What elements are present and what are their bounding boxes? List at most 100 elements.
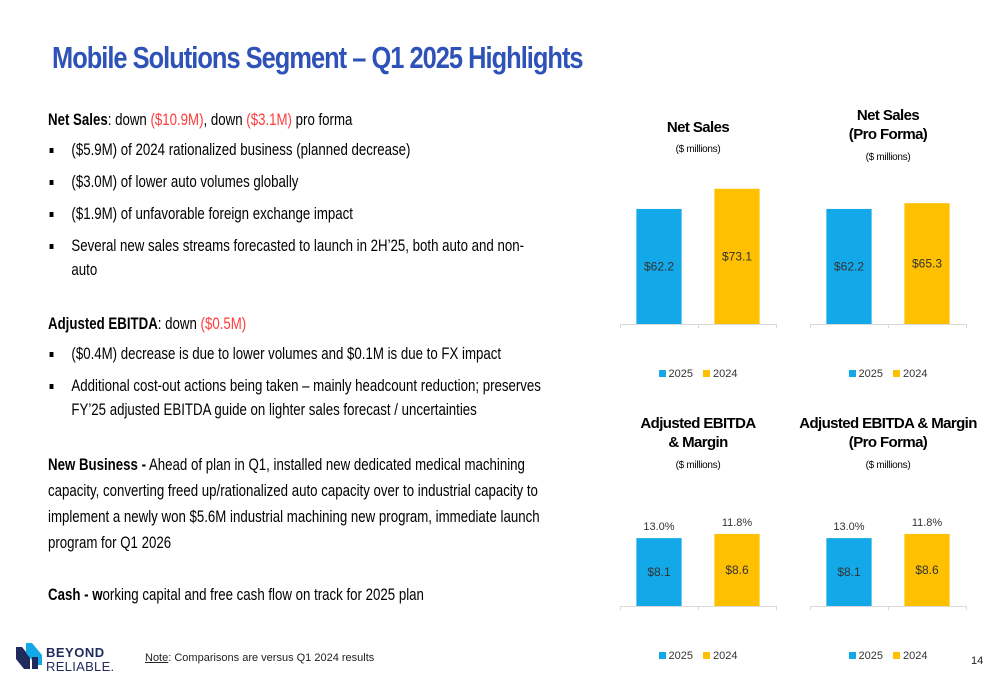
bullet-item: ($0.4M) decrease is due to lower volumes…	[48, 342, 547, 366]
chart-title-line: Net Sales	[666, 119, 730, 136]
chart-legend: 2025 2024	[598, 650, 798, 662]
net-sales-section: Net Sales: down ($10.9M), down ($3.1M) p…	[48, 108, 547, 282]
ebitda-sep: : down	[157, 314, 201, 333]
net-sales-label: Net Sales	[48, 110, 108, 129]
data-label: $8.1	[647, 565, 671, 579]
page-title: Mobile Solutions Segment – Q1 2025 Highl…	[52, 40, 584, 75]
bar-2025	[826, 208, 872, 324]
footnote: Note: Comparisons are versus Q1 2024 res…	[145, 652, 374, 664]
bar-2025	[636, 208, 682, 324]
new-business-text: Ahead of plan in Q1, installed new dedic…	[48, 455, 540, 552]
margin-label: 11.8%	[722, 517, 753, 529]
adjusted-ebitda-pro-forma-chart: Adjusted EBITDA & Margin (Pro Forma) ($ mi…	[788, 414, 988, 670]
legend-label: 2025	[668, 650, 693, 662]
legend-item-2025: 2025	[658, 650, 693, 662]
chart-subtitle: ($ millions)	[675, 460, 721, 471]
ebitda-label: Adjusted EBITDA	[48, 314, 158, 333]
legend-item-2024: 2024	[893, 368, 927, 380]
chart-subtitle: ($ millions)	[675, 144, 721, 155]
page-number: 14	[971, 655, 984, 667]
legend-swatch	[848, 370, 856, 377]
net-sales-sep2: , down	[203, 110, 247, 129]
legend-label: 2025	[858, 650, 883, 662]
legend-swatch	[893, 370, 900, 377]
chart-plot: $8.1 13.0% $8.6 11.8%	[620, 517, 777, 610]
chart-subtitle: ($ millions)	[865, 152, 911, 163]
legend-swatch	[893, 652, 900, 659]
chart-title: Adjusted EBITDA & Margin (Pro Forma)	[788, 414, 988, 452]
data-label: $8.1	[837, 565, 861, 579]
highlights-text: Net Sales: down ($10.9M), down ($3.1M) p…	[48, 108, 547, 634]
bar-2024	[714, 188, 760, 324]
new-business-label: New Business -	[48, 455, 147, 474]
data-label: $62.2	[644, 259, 674, 273]
margin-label: 13.0%	[833, 521, 864, 533]
bullet-item: ($3.0M) of lower auto volumes globally	[48, 170, 547, 194]
bullet-item: ($1.9M) of unfavorable foreign exchange …	[48, 202, 547, 226]
company-logo: BEYOND RELIABLE.	[16, 643, 114, 674]
data-label: $62.2	[834, 259, 864, 273]
legend-item-2025: 2025	[848, 368, 883, 380]
chart-legend: 2025 2024	[788, 368, 988, 380]
chart-title-line: Adjusted EBITDA	[640, 415, 756, 432]
legend-label: 2024	[713, 650, 738, 662]
adjusted-ebitda-chart: Adjusted EBITDA & Margin ($ millions) $8.1 1…	[598, 414, 798, 670]
chart-title-line: (Pro Forma)	[848, 126, 928, 143]
legend-item-2024: 2024	[893, 650, 927, 662]
data-label: $8.6	[725, 563, 749, 577]
legend-label: 2024	[713, 368, 738, 380]
legend-label: 2025	[858, 368, 883, 380]
legend-swatch	[658, 370, 666, 377]
legend-label: 2024	[903, 368, 928, 380]
chart-title-line: & Margin	[668, 434, 728, 451]
net-sales-bullets: ($5.9M) of 2024 rationalized business (p…	[48, 138, 547, 282]
ebitda-heading: Adjusted EBITDA: down ($0.5M)	[48, 312, 547, 336]
bar-2024	[714, 533, 760, 606]
legend-item-2024: 2024	[703, 368, 737, 380]
cash-paragraph: Cash - working capital and free cash flo…	[48, 582, 547, 608]
ebitda-decline: ($0.5M)	[200, 314, 247, 333]
legend-label: 2024	[903, 650, 928, 662]
bar-2024	[904, 533, 950, 606]
footnote-label: Note	[145, 652, 169, 664]
footnote-text: : Comparisons are versus Q1 2024 results	[168, 652, 375, 664]
data-label: $8.6	[915, 563, 939, 577]
net-sales-sep1: : down	[107, 110, 151, 129]
legend-swatch	[658, 652, 666, 659]
data-label: $65.3	[912, 257, 942, 271]
net-sales-decline: ($10.9M)	[150, 110, 204, 129]
legend-item-2024: 2024	[703, 650, 737, 662]
legend-item-2025: 2025	[848, 650, 883, 662]
chart-legend: 2025 2024	[598, 368, 798, 380]
legend-swatch	[703, 370, 710, 377]
net-sales-heading: Net Sales: down ($10.9M), down ($3.1M) p…	[48, 108, 547, 132]
margin-label: 13.0%	[643, 521, 674, 533]
chart-title-line: Adjusted EBITDA & Margin	[799, 415, 977, 432]
chart-title: Net Sales	[598, 118, 798, 137]
legend-item-2025: 2025	[658, 368, 693, 380]
logo-mark-icon	[16, 643, 42, 669]
chart-plot: $8.1 13.0% $8.6 11.8%	[810, 517, 967, 610]
bar-2025	[636, 538, 682, 606]
data-label: $73.1	[722, 249, 752, 263]
legend-label: 2025	[668, 368, 693, 380]
margin-label: 11.8%	[912, 517, 943, 529]
bar-2024	[904, 203, 950, 324]
net-sales-tail: pro forma	[291, 110, 353, 129]
cash-text: orking capital and free cash flow on tra…	[102, 585, 424, 604]
net-sales-chart: Net Sales ($ millions) $62.2 $73.1 2025 2024	[598, 118, 798, 383]
new-business-paragraph: New Business - Ahead of plan in Q1, inst…	[48, 452, 547, 556]
chart-subtitle: ($ millions)	[865, 460, 911, 471]
legend-swatch	[848, 652, 856, 659]
chart-title: Adjusted EBITDA & Margin	[598, 414, 798, 452]
chart-title-line: (Pro Forma)	[848, 434, 928, 451]
chart-plot: $62.2 $73.1	[620, 188, 777, 328]
bullet-item: Additional cost-out actions being taken …	[48, 374, 547, 422]
chart-title-line: Net Sales	[856, 107, 920, 124]
legend-swatch	[703, 652, 710, 659]
ebitda-bullets: ($0.4M) decrease is due to lower volumes…	[48, 342, 547, 422]
chart-title: Net Sales (Pro Forma)	[788, 106, 988, 144]
bar-2025	[826, 538, 872, 606]
logo-line1: BEYOND	[46, 645, 105, 660]
chart-legend: 2025 2024	[788, 650, 988, 662]
